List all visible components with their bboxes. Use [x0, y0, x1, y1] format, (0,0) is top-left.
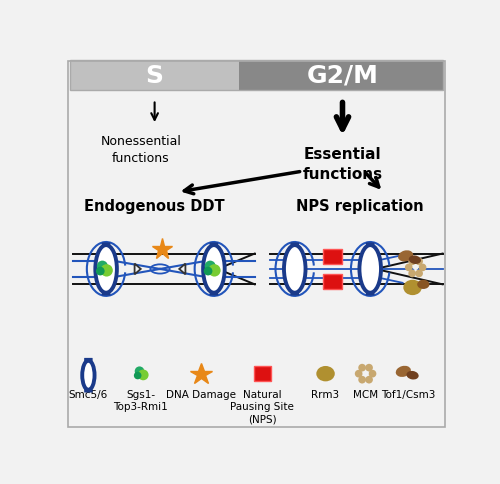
Circle shape	[408, 270, 416, 278]
Circle shape	[413, 265, 418, 271]
Circle shape	[365, 376, 373, 384]
Circle shape	[355, 370, 362, 378]
Circle shape	[358, 364, 366, 372]
Bar	[70, 61, 442, 91]
Ellipse shape	[284, 245, 306, 293]
Circle shape	[96, 267, 104, 276]
Circle shape	[97, 261, 108, 272]
FancyBboxPatch shape	[366, 291, 374, 296]
Ellipse shape	[96, 245, 117, 293]
Text: Essential
functions: Essential functions	[302, 147, 382, 181]
Text: Smc5/6: Smc5/6	[69, 389, 108, 399]
Text: NPS replication: NPS replication	[296, 199, 424, 213]
Ellipse shape	[82, 361, 94, 390]
Ellipse shape	[406, 371, 418, 380]
Ellipse shape	[316, 366, 335, 381]
FancyBboxPatch shape	[210, 243, 218, 247]
Circle shape	[365, 364, 373, 372]
Circle shape	[134, 367, 144, 376]
FancyBboxPatch shape	[102, 291, 110, 296]
Bar	[323, 249, 342, 265]
Circle shape	[408, 258, 416, 266]
Bar	[254, 366, 271, 381]
Ellipse shape	[409, 256, 421, 264]
Circle shape	[363, 371, 368, 377]
FancyBboxPatch shape	[102, 243, 110, 247]
FancyBboxPatch shape	[366, 243, 374, 247]
Text: Natural
Pausing Site
(NPS): Natural Pausing Site (NPS)	[230, 389, 294, 424]
Ellipse shape	[404, 280, 422, 296]
Circle shape	[100, 265, 113, 277]
Circle shape	[418, 264, 426, 272]
Circle shape	[204, 267, 212, 276]
Ellipse shape	[203, 245, 224, 293]
FancyBboxPatch shape	[84, 388, 92, 393]
Ellipse shape	[398, 251, 413, 262]
Circle shape	[416, 270, 423, 278]
Circle shape	[416, 258, 423, 266]
Text: MCM: MCM	[353, 389, 378, 399]
Circle shape	[358, 376, 366, 384]
FancyBboxPatch shape	[290, 291, 299, 296]
Ellipse shape	[360, 245, 381, 293]
Text: S: S	[146, 64, 164, 88]
Text: Endogenous DDT: Endogenous DDT	[84, 199, 225, 213]
Circle shape	[405, 264, 412, 272]
Ellipse shape	[396, 366, 411, 377]
Bar	[323, 274, 342, 289]
FancyBboxPatch shape	[210, 291, 218, 296]
Circle shape	[134, 372, 141, 379]
Bar	[70, 61, 442, 91]
Text: G2/M: G2/M	[306, 64, 378, 88]
Bar	[70, 61, 239, 91]
Circle shape	[208, 265, 220, 277]
Text: Sgs1-
Top3-Rmi1: Sgs1- Top3-Rmi1	[114, 389, 168, 411]
Text: Tof1/Csm3: Tof1/Csm3	[381, 389, 435, 399]
Circle shape	[204, 261, 216, 272]
FancyBboxPatch shape	[290, 243, 299, 247]
Ellipse shape	[417, 280, 430, 289]
Text: Nonessential
functions: Nonessential functions	[100, 135, 181, 165]
Text: DNA Damage: DNA Damage	[166, 389, 236, 399]
Circle shape	[368, 370, 376, 378]
Bar	[240, 61, 442, 91]
Circle shape	[138, 370, 148, 380]
FancyBboxPatch shape	[84, 358, 92, 363]
Text: Rrm3: Rrm3	[312, 389, 340, 399]
